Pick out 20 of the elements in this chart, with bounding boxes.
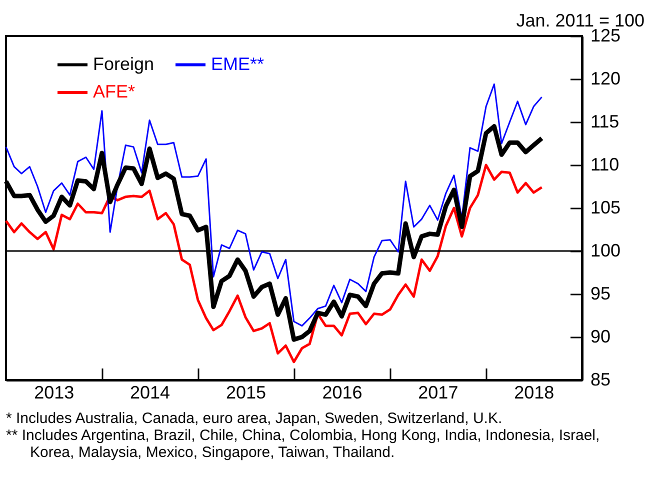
text: * Includes Australia, Canada, euro area, Japan, Sweden, Switzerland, U.K.: [6, 410, 504, 427]
y-tick-label: 115: [590, 112, 620, 132]
legend-label: EME**: [211, 54, 264, 74]
y-tick-label: 125: [590, 26, 621, 46]
x-tick-label: 2015: [226, 382, 266, 402]
x-tick-label: 2013: [34, 382, 74, 402]
x-tick-label: 2016: [322, 382, 362, 402]
legend-label: Foreign: [93, 54, 154, 74]
y-tick-label: 100: [590, 240, 621, 260]
y-tick-label: 105: [590, 198, 621, 218]
y-tick-label: 95: [590, 284, 611, 304]
x-tick-label: 2017: [418, 382, 458, 402]
y-tick-label: 120: [590, 68, 621, 88]
text: ** Includes Argentina, Brazil, Chile, China, Colombia, Hong Kong, India, Indonesia, Israel, Korea, Malaysia, Mexico, Singapore, Taiwan, Thailand.: [6, 427, 601, 461]
legend-label: AFE*: [93, 82, 136, 102]
y-tick-label: 110: [590, 154, 620, 174]
y-tick-label: 90: [590, 326, 611, 346]
x-tick-label: 2018: [514, 382, 554, 402]
x-tick-label: 2014: [130, 382, 170, 402]
y-tick-label: 85: [590, 370, 611, 390]
